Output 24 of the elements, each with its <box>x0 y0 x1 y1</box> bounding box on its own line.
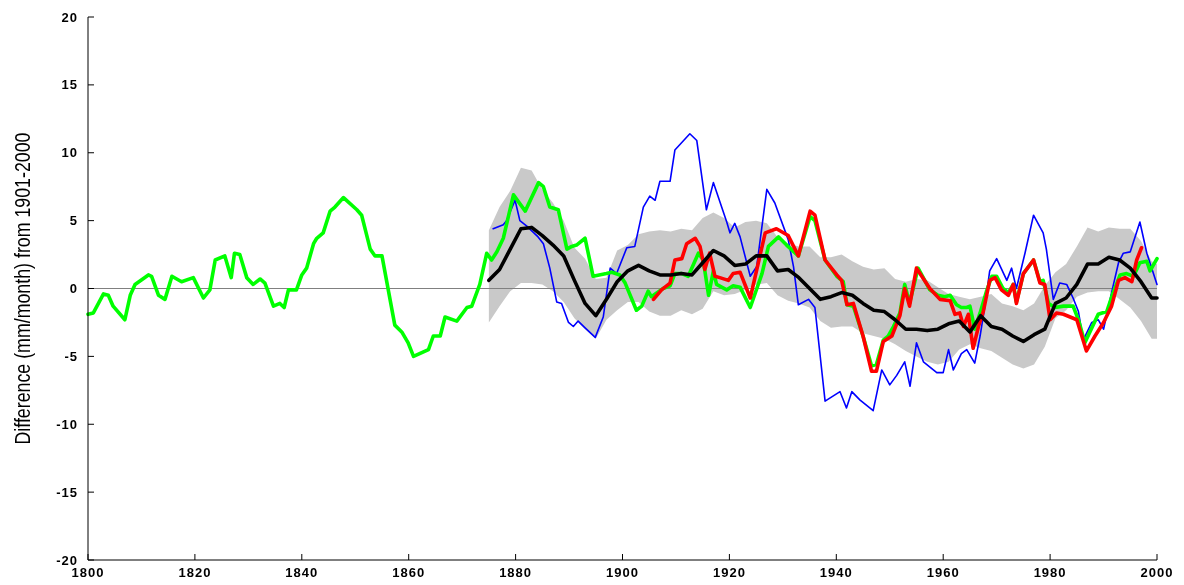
y-tick-label: -20 <box>56 552 78 568</box>
x-tick-label: 1820 <box>178 565 212 580</box>
x-tick-label: 1840 <box>285 565 319 580</box>
x-tick-label: 1980 <box>1033 565 1067 580</box>
x-tick-label: 1920 <box>712 565 746 580</box>
y-tick-label: 5 <box>69 213 78 229</box>
y-tick-label: 10 <box>61 145 78 161</box>
y-tick-label: 15 <box>61 77 78 93</box>
x-tick-label: 1800 <box>71 565 105 580</box>
y-tick-label: -15 <box>56 484 78 500</box>
x-tick-label: 1880 <box>499 565 533 580</box>
x-tick-label: 1940 <box>819 565 853 580</box>
line-series <box>651 209 1144 374</box>
y-tick-label: 0 <box>69 281 78 297</box>
y-tick-label: -5 <box>64 348 78 364</box>
y-tick-label: 20 <box>61 9 78 25</box>
x-tick-label: 1960 <box>926 565 960 580</box>
line-series <box>492 132 1158 412</box>
y-tick-label: -10 <box>56 416 78 432</box>
x-tick-label: 1860 <box>392 565 426 580</box>
x-tick-label: 2000 <box>1140 565 1174 580</box>
x-tick-label: 1900 <box>606 565 639 580</box>
y-axis-title: Difference (mm/month) from 1901-2000 <box>10 58 35 445</box>
line-series <box>487 225 1159 344</box>
